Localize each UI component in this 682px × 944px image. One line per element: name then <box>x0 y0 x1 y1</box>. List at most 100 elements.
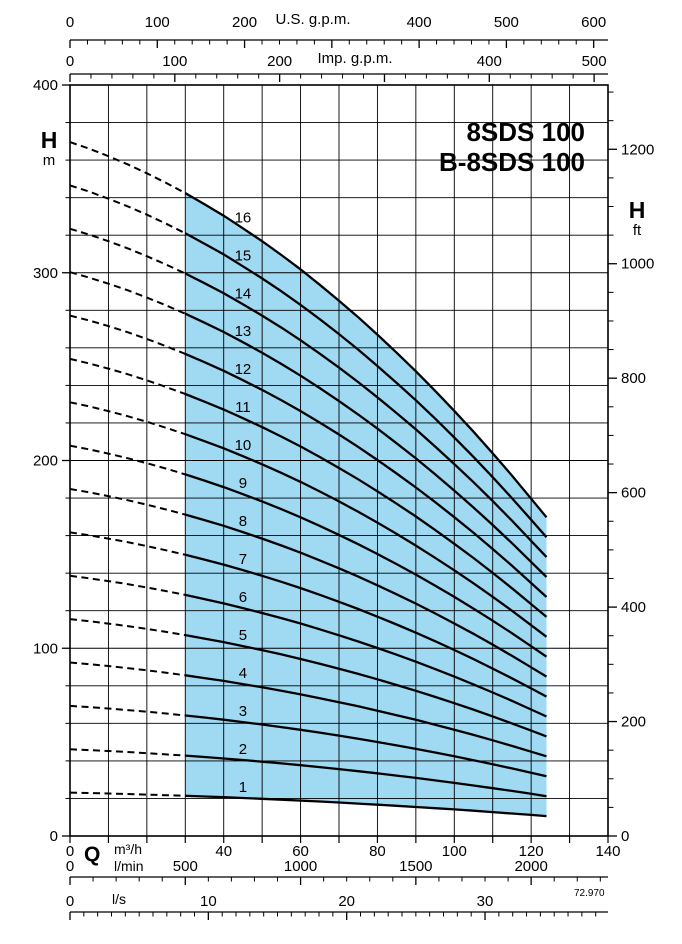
stage-label-14: 14 <box>235 285 252 302</box>
chart-title: 8SDS 100 B-8SDS 100 <box>439 117 585 177</box>
axis-us-gpm-tick-label: 100 <box>145 14 170 31</box>
axis-imp-gpm-tick-label: 100 <box>162 53 187 70</box>
head-unit-ft: ft <box>632 222 642 239</box>
stage-curve-6-dashed <box>69 574 186 596</box>
axis-h-ft-tick-label: 400 <box>621 599 646 616</box>
chart-title-line1: 8SDS 100 <box>466 117 585 147</box>
stage-label-4: 4 <box>239 665 247 682</box>
axis-us-gpm-tick-label: 200 <box>232 14 257 31</box>
axis-ls-tick-label: 10 <box>200 893 217 910</box>
axis-h-ft-tick-label: 200 <box>621 714 646 731</box>
axis-imp-gpm-tick-label: 200 <box>267 53 292 70</box>
axis-lmin-tick-label: 1000 <box>284 858 317 875</box>
stage-curve-8-dashed <box>69 488 186 516</box>
stage-curve-2-dashed <box>69 748 186 757</box>
stage-curve-1-dashed <box>69 791 186 797</box>
us-gpm-axis-title: U.S. g.p.m. <box>275 11 351 28</box>
axis-us-gpm-tick-label: 0 <box>66 14 74 31</box>
imp-gpm-axis-title: Imp. g.p.m. <box>317 50 393 67</box>
stage-curve-9-dashed <box>69 444 186 476</box>
axis-h-ft-tick-label: 0 <box>621 828 629 845</box>
stage-curve-4 <box>185 674 547 758</box>
axis-imp-gpm-tick-label: 400 <box>477 53 502 70</box>
head-symbol-right: H <box>628 197 646 223</box>
stage-curve-12-dashed <box>69 314 186 355</box>
stage-curve-1 <box>185 794 547 818</box>
stage-curve-2 <box>185 754 547 798</box>
stage-label-16: 16 <box>235 209 252 226</box>
stage-curve-4-dashed <box>69 661 186 677</box>
document-code: 72.970 <box>574 888 605 899</box>
stage-label-3: 3 <box>239 703 247 720</box>
flow-unit-ls: l/s <box>112 891 126 907</box>
axis-h-m: 0 100 200 300 400 <box>33 77 70 845</box>
axis-lmin-tick-label: 0 <box>66 858 74 875</box>
stage-curve-6 <box>185 593 547 718</box>
stage-curve-15 <box>184 232 548 538</box>
stage-curve-7-dashed <box>69 531 186 556</box>
head-symbol-left: H <box>40 127 58 153</box>
stage-curve-3 <box>185 714 547 778</box>
stage-curve-15-dashed <box>69 184 186 235</box>
axis-lmin: 0 500 1000 1500 2000 <box>66 858 608 885</box>
axis-us-gpm: 0 100 200 400 500 600 <box>66 14 608 48</box>
axis-lmin-tick-label: 500 <box>173 858 198 875</box>
axis-lmin-tick-label: 1500 <box>399 858 432 875</box>
stage-curve-16-dashed <box>69 141 186 194</box>
axis-m3h-tick-label: 0 <box>66 843 74 860</box>
axis-us-gpm-tick-label: 500 <box>494 14 519 31</box>
stage-label-10: 10 <box>235 437 252 454</box>
stage-curve-11 <box>184 392 548 618</box>
stage-label-13: 13 <box>235 323 252 340</box>
axis-us-gpm-tick-label: 600 <box>581 14 606 31</box>
stage-curve-13-dashed <box>69 271 186 315</box>
stage-label-9: 9 <box>239 475 247 492</box>
flow-symbol: Q <box>84 843 101 866</box>
stage-label-7: 7 <box>239 551 247 568</box>
axis-imp-gpm: 0 100 200 400 500 <box>66 53 608 82</box>
axis-h-ft-tick-label: 1000 <box>621 256 654 273</box>
stage-label-1: 1 <box>239 779 247 796</box>
head-unit-m: m <box>42 152 56 169</box>
right-axis-title: H ft <box>622 198 652 239</box>
axis-m3h-tick-label: 80 <box>369 843 386 860</box>
stage-curve-8 <box>184 513 548 678</box>
left-axis-title: H m <box>34 128 64 169</box>
stage-label-5: 5 <box>239 627 247 644</box>
stage-curve-11-dashed <box>69 357 186 395</box>
axis-ls-tick-label: 20 <box>338 893 355 910</box>
operating-region-fill <box>185 193 547 817</box>
axis-ls: 0 10 20 30 <box>66 893 608 920</box>
stage-curve-3-dashed <box>69 704 186 717</box>
stage-curve-9 <box>184 473 548 658</box>
axis-ls-tick-label: 0 <box>66 893 74 910</box>
operating-region <box>185 193 547 817</box>
axis-m3h-tick-label: 100 <box>442 843 467 860</box>
stage-label-11: 11 <box>235 399 251 416</box>
axis-imp-gpm-tick-label: 0 <box>66 53 74 70</box>
stage-curve-14 <box>184 272 548 558</box>
stage-curve-10 <box>184 433 548 638</box>
stage-label-6: 6 <box>239 589 247 606</box>
axis-m3h-tick-label: 40 <box>215 843 232 860</box>
axis-h-m-tick-label: 400 <box>33 77 58 94</box>
axis-imp-gpm-tick-label: 500 <box>582 53 607 70</box>
axis-m3h: 0 40 60 80 100 120 140 <box>66 836 621 860</box>
axis-h-ft-tick-label: 1200 <box>621 141 654 158</box>
stage-curves <box>69 141 548 818</box>
axis-lmin-tick-label: 2000 <box>514 858 547 875</box>
stage-label-8: 8 <box>239 513 247 530</box>
axis-ls-tick-label: 30 <box>477 893 494 910</box>
axis-us-gpm-tick-label: 400 <box>407 14 432 31</box>
axis-h-ft-tick-label: 800 <box>621 370 646 387</box>
axis-h-m-tick-label: 100 <box>33 640 58 657</box>
stage-curve-14-dashed <box>69 227 186 275</box>
axis-m3h-tick-label: 140 <box>595 843 620 860</box>
axis-h-m-tick-label: 0 <box>50 828 58 845</box>
axis-h-m-tick-label: 300 <box>33 265 58 282</box>
axis-m3h-tick-label: 60 <box>292 843 309 860</box>
flow-unit-m3h: m³/h <box>114 841 142 857</box>
